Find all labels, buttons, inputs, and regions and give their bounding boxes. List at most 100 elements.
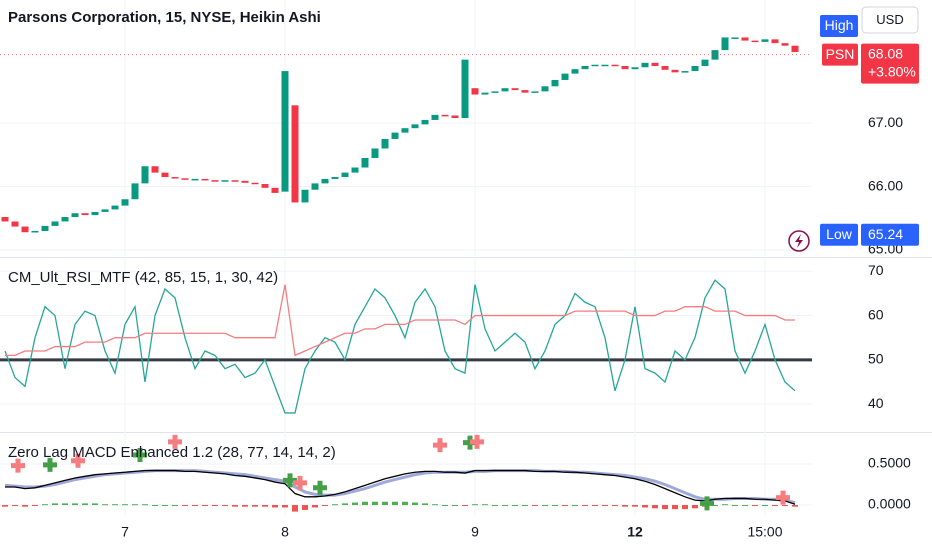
candle [171,177,179,179]
histogram-bar [142,504,148,506]
series-line [5,469,796,505]
candle [581,65,589,70]
candle [101,209,109,212]
histogram-bar [212,505,218,507]
candle [711,50,719,60]
candle [71,213,79,218]
histogram-bar [52,503,58,506]
histogram-bar [272,505,278,508]
histogram-bar [132,504,138,506]
histogram-bar [312,505,318,508]
candle [21,226,29,233]
histogram-bar [302,505,308,510]
histogram-bar [202,505,208,507]
histogram-bar [72,503,78,506]
candle [541,86,549,92]
candle [191,178,199,181]
histogram-bar [482,504,488,506]
histogram-bar [502,505,508,507]
histogram-bar [692,505,698,509]
signal-cross [43,457,57,472]
histogram-bar [332,504,338,506]
y-tick-label: 0.0000 [868,496,911,512]
x-tick-label: 12 [627,524,643,540]
x-tick-label: 8 [281,524,289,540]
alert-icon-bolt [795,234,803,248]
symbol-label: PSN [826,46,855,62]
candle [381,138,389,149]
histogram-bar [92,503,98,506]
candle [291,105,299,203]
histogram-bar [112,504,118,506]
candle [321,178,329,184]
low-label: Low [826,226,853,242]
histogram-bar [592,505,598,507]
candle [771,39,779,44]
histogram-bar [372,501,378,506]
histogram-bar [262,505,268,507]
candle [781,43,789,46]
y-tick-label: 50 [868,351,884,367]
currency-button[interactable] [861,6,919,34]
y-tick-label: 66.00 [868,177,903,193]
candle [241,180,249,183]
histogram-bar [512,505,518,507]
candle [11,221,19,227]
signal-cross [700,496,714,511]
histogram-bar [22,505,28,507]
histogram-bar [462,505,468,507]
candle [131,183,139,200]
series-line [4,279,796,414]
histogram-bar [632,505,638,507]
series-line [5,284,795,357]
candle [741,37,749,41]
change-label: +3.80% [868,63,916,79]
candle [411,124,419,129]
signal-cross [168,434,182,449]
histogram-bar [602,505,608,507]
histogram-bar [432,504,438,506]
y-tick-label: 60 [868,306,884,322]
histogram-bar [552,505,558,507]
histogram-bar [252,505,258,507]
candle [631,67,639,70]
candle [761,39,769,42]
candle [391,132,399,139]
histogram-bar [292,505,298,512]
candle [421,119,429,125]
candle [621,65,629,70]
candle [91,211,99,216]
histogram-bar [452,505,458,507]
histogram-bar [12,505,18,507]
histogram-bar [732,505,738,507]
signal-cross [776,490,790,505]
histogram-bar [2,505,8,507]
histogram-bar [712,505,718,507]
histogram-bar [622,505,628,507]
candle [681,71,689,73]
indicator-title: Zero Lag MACD Enhanced 1.2 (28, 77, 14, … [8,444,336,461]
candle [511,88,519,91]
candle [551,79,559,87]
last-price-label: 68.08 [868,45,903,61]
histogram-bar [192,505,198,507]
histogram-bar [422,503,428,506]
candle [531,91,539,93]
candle [111,205,119,210]
candle [231,180,239,182]
histogram-bar [232,505,238,507]
candle [651,62,659,66]
histogram-bar [472,504,478,506]
symbol-badge [822,43,858,66]
low-badge [820,223,858,246]
candle [201,178,209,181]
signal-cross [133,447,147,462]
currency-label[interactable]: USD [876,12,903,27]
candle [431,114,439,120]
candle [81,213,89,216]
candle [161,172,169,178]
histogram-bar [162,505,168,507]
candle [691,65,699,72]
candle [271,187,279,193]
y-tick-label: 70 [868,262,884,278]
